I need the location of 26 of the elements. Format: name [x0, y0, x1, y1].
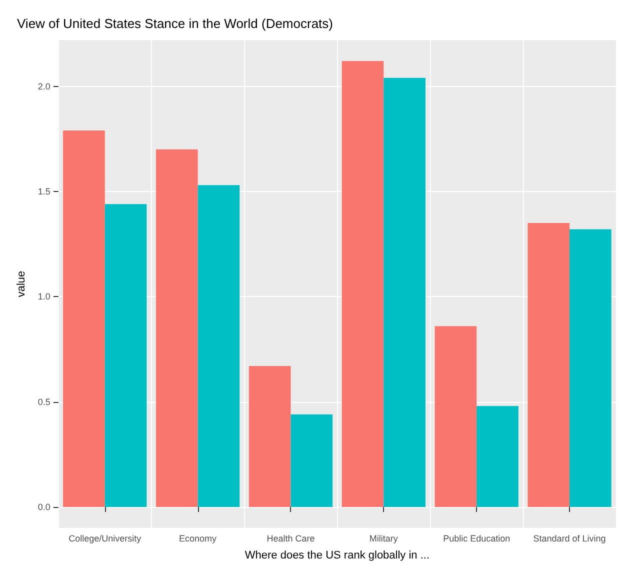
bar	[63, 130, 105, 507]
y-tick-label: 2.0	[38, 81, 50, 92]
bar	[290, 414, 333, 507]
y-tick-label: 1.5	[38, 186, 50, 196]
x-tick-label: Military	[369, 534, 398, 544]
x-tick-label: Economy	[179, 534, 218, 544]
x-tick-label: Health Care	[266, 534, 315, 544]
x-tick-label: College/University	[68, 534, 142, 544]
bar	[434, 326, 477, 507]
y-tick-label: 1.0	[38, 292, 50, 302]
bar	[528, 223, 570, 507]
chart-title: View of United States Stance in the World (Democrats)	[17, 16, 333, 31]
bar	[248, 366, 291, 507]
bar	[104, 204, 147, 507]
y-axis-title: value	[16, 270, 28, 298]
bar	[476, 406, 518, 507]
bar	[384, 78, 426, 507]
bar	[156, 149, 198, 507]
bar	[570, 229, 612, 507]
y-tick-label: 0.5	[38, 396, 50, 407]
bar	[342, 61, 384, 507]
bar	[198, 185, 240, 507]
x-tick-label: Standard of Living	[533, 534, 606, 544]
y-tick-label: 0.0	[38, 502, 50, 512]
x-tick-label: Public Education	[443, 534, 510, 544]
x-axis-title: Where does the US rank globally in ...	[244, 550, 430, 562]
